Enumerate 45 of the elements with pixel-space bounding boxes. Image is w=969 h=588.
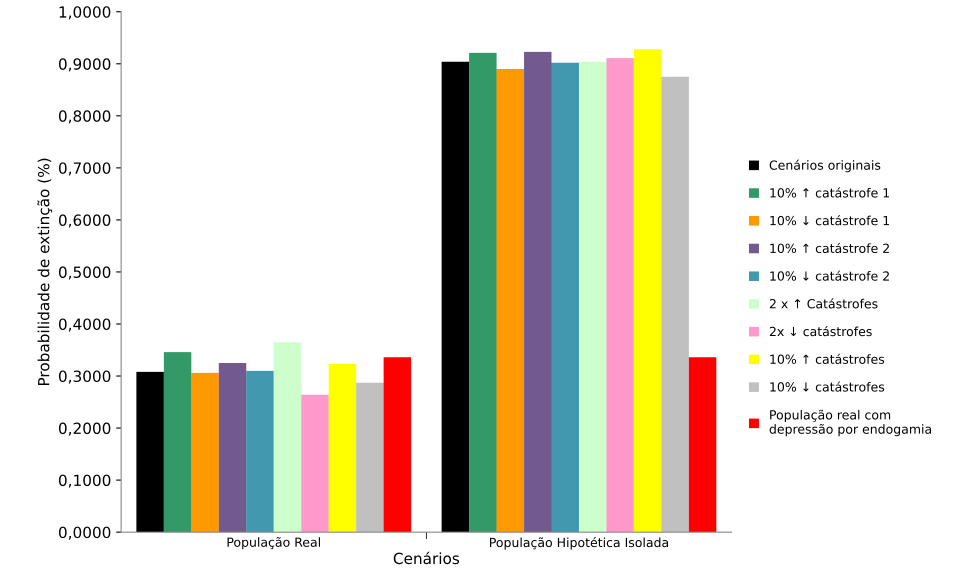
legend-label: 10% ↓ catástrofe 1: [770, 215, 890, 226]
legend-label: População real com depressão por endogamia: [770, 410, 932, 436]
x-tick-label: População Real: [228, 537, 320, 550]
bar: [328, 364, 356, 532]
bar: [634, 49, 662, 532]
bar: [578, 62, 606, 532]
bar: [191, 372, 219, 532]
bar: [246, 370, 274, 532]
x-tick-label: População Hipotética Isolada: [490, 537, 668, 550]
y-tick-label: 0,6000: [58, 214, 110, 228]
y-tick-label: 1,0000: [60, 6, 110, 20]
bar: [524, 52, 552, 532]
bar: [274, 342, 302, 532]
y-tick-label: 0,1000: [58, 474, 110, 488]
legend-label: 2 x ↑ Catástrofes: [770, 298, 878, 308]
legend-label: 10% ↑ catástrofe 2: [770, 242, 889, 254]
legend-label: Cenários originais: [770, 160, 880, 172]
y-axis-title: Probabilidade de extinção (%): [37, 158, 52, 386]
bar: [496, 69, 524, 532]
bar: [356, 382, 384, 532]
legend-label: 10% ↑ catástrofes: [770, 354, 884, 364]
y-tick-label: 0,8000: [58, 110, 110, 124]
x-axis-title: Cenários: [394, 552, 460, 564]
y-tick-label: 0,0000: [58, 526, 110, 540]
y-tick-label: 0,2000: [58, 422, 110, 436]
y-tick-label: 0,5000: [58, 266, 110, 280]
bar: [552, 62, 579, 532]
bar: [469, 52, 497, 532]
bar: [688, 357, 716, 532]
bar: [384, 357, 412, 532]
bar: [218, 363, 246, 532]
y-tick-label: 0,4000: [58, 318, 110, 332]
legend-label: 2x ↓ catástrofes: [770, 326, 872, 336]
y-tick-label: 0,3000: [58, 370, 110, 384]
bar: [661, 76, 689, 532]
legend-label: 10% ↓ catástrofe 2: [770, 270, 889, 281]
bar: [442, 62, 470, 532]
legend-label: 10% ↓ catástrofes: [770, 381, 884, 392]
bar: [136, 372, 164, 532]
bar: [301, 394, 329, 532]
bar: [164, 352, 192, 532]
legend-label: 10% ↑ catástrofe 1: [770, 187, 890, 198]
bar: [606, 58, 634, 532]
y-tick-label: 0,7000: [58, 162, 110, 176]
y-tick-label: 0,9000: [58, 58, 110, 72]
